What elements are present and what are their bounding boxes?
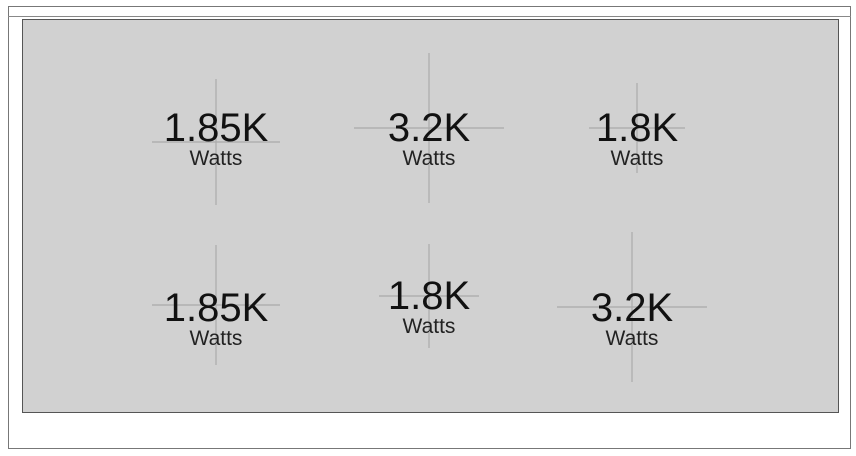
- cooktop-frame: [8, 6, 851, 449]
- burner-wattage: 3.2K: [387, 106, 471, 150]
- burner-unit: Watts: [189, 147, 243, 170]
- burner-unit: Watts: [402, 147, 456, 170]
- burner[interactable]: 1.8K Watts: [537, 108, 737, 170]
- burner-unit: Watts: [189, 327, 243, 350]
- burner-unit: Watts: [402, 315, 456, 338]
- burner[interactable]: 1.8K Watts: [329, 276, 529, 338]
- burner-wattage: 1.85K: [163, 286, 269, 330]
- burner-wattage: 1.8K: [387, 274, 471, 318]
- burner[interactable]: 3.2K Watts: [329, 108, 529, 170]
- frame-divider: [8, 16, 851, 17]
- burner-unit: Watts: [610, 147, 664, 170]
- burner-wattage: 1.8K: [595, 106, 679, 150]
- burner-unit: Watts: [605, 327, 659, 350]
- burner[interactable]: 3.2K Watts: [532, 288, 732, 350]
- burner[interactable]: 1.85K Watts: [116, 108, 316, 170]
- burner[interactable]: 1.85K Watts: [116, 288, 316, 350]
- burner-wattage: 3.2K: [590, 286, 674, 330]
- cooktop-surface: [22, 19, 839, 413]
- burner-wattage: 1.85K: [163, 106, 269, 150]
